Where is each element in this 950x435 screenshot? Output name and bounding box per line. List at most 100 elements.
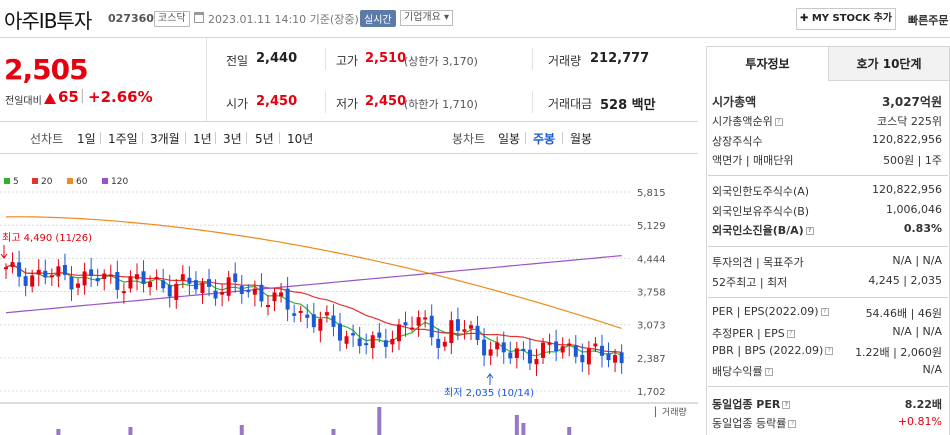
candle-body <box>462 329 467 332</box>
open-label: 시가 <box>226 97 249 111</box>
y-tick-label: 5,815 <box>637 188 666 199</box>
divider <box>532 91 533 113</box>
rank-row: 시가총액순위? 코스닥 225위 <box>712 113 942 129</box>
volume-bar <box>567 427 572 435</box>
candle-body <box>599 345 604 356</box>
company-info-label: 기업개요 <box>404 12 441 23</box>
volume-label: ▏거래량 <box>655 406 687 418</box>
add-mystock-button[interactable]: ✚ MY STOCK 추가 <box>796 8 896 30</box>
tab-3y[interactable]: 3년 <box>223 132 242 146</box>
opinion-value: N/A | N/A <box>892 254 942 267</box>
y-tick-label: 3,073 <box>637 321 666 332</box>
amount-label: 거래대금 <box>548 97 593 111</box>
candle-body <box>383 340 388 347</box>
quick-order-link[interactable]: 빠른주문 <box>908 14 949 27</box>
candle-body <box>390 338 395 345</box>
shares-label: 상장주식수 <box>712 135 763 148</box>
tab-invest-info[interactable]: 투자정보 <box>707 47 828 81</box>
price-summary <box>0 38 207 121</box>
pbr-value: 1.22배 | 2,060원 <box>855 346 942 359</box>
candle-body <box>547 342 552 345</box>
change-percent: +2.66% <box>88 88 153 106</box>
candle-body <box>364 343 369 346</box>
divider <box>215 132 216 144</box>
foreign-limit-row: 외국인한도주식수(A) 120,822,956 <box>712 183 942 199</box>
industry-rate-row: 동일업종 등락률? +0.81% <box>712 415 942 431</box>
candle-body <box>318 318 323 331</box>
candle-body <box>560 346 565 353</box>
per-row: PER | EPS(2022.09)? 54.46배 | 46원 <box>712 305 942 320</box>
tab-10y[interactable]: 10년 <box>287 132 314 146</box>
high-annotation: 최고 4,490 (11/26) <box>2 232 92 244</box>
tab-weekly[interactable]: 주봉 <box>533 132 556 146</box>
price-chart: 5 20 60 120 5,815 5,129 4,444 3,758 3,073 2,387 1… <box>0 177 698 435</box>
help-icon[interactable]: ? <box>782 401 791 409</box>
stock-code: 027360 <box>108 12 154 25</box>
candle-body <box>187 277 192 284</box>
per-value: 54.46배 | 46원 <box>865 307 942 320</box>
foreign-ratio-value: 0.83% <box>903 222 942 235</box>
candle-body <box>482 339 487 356</box>
pbr-label: PBR | BPS (2022.09) <box>712 344 824 357</box>
candle-body <box>442 341 447 347</box>
change-value: 65 <box>58 88 79 106</box>
legend-swatch <box>102 178 108 184</box>
annotations: 최고 4,490 (11/26) 최저 2,035 (10/14) <box>0 232 534 399</box>
divider <box>525 132 526 144</box>
line-chart-label: 선차트 <box>30 132 64 146</box>
help-icon[interactable]: ? <box>825 347 834 355</box>
current-price: 2,505 <box>4 53 89 86</box>
foreign-ratio-label: 외국인소진율(B/A) <box>712 224 804 237</box>
tab-1y[interactable]: 1년 <box>193 132 212 146</box>
tab-hoga[interactable]: 호가 10단계 <box>828 47 949 81</box>
candle-body <box>501 342 506 353</box>
candle-body <box>10 262 15 268</box>
candle-body <box>128 276 133 289</box>
help-icon[interactable]: ? <box>764 368 773 376</box>
candle-body <box>521 348 526 351</box>
tab-3m[interactable]: 3개월 <box>150 132 180 146</box>
candle-body <box>344 336 349 344</box>
candle-body <box>541 342 546 358</box>
candle-body <box>102 273 107 279</box>
divider <box>279 132 280 144</box>
candle-body <box>89 269 94 276</box>
candle-body <box>285 288 290 310</box>
candle-body <box>324 312 329 316</box>
tab-5y[interactable]: 5년 <box>255 132 274 146</box>
tab-1d[interactable]: 1일 <box>77 132 96 146</box>
volume-bar <box>239 425 244 435</box>
tab-1w[interactable]: 1주일 <box>108 132 138 146</box>
help-icon[interactable]: ? <box>805 227 814 235</box>
par-row: 액면가 | 매매단위 500원 | 1주 <box>712 152 942 168</box>
candle-body <box>62 264 67 275</box>
volume-bar <box>521 423 526 435</box>
divider <box>246 132 247 144</box>
divider <box>185 132 186 144</box>
tab-daily[interactable]: 일봉 <box>498 132 521 146</box>
candle-body <box>606 353 611 361</box>
open-value: 2,450 <box>256 94 298 109</box>
candle-body <box>338 323 343 341</box>
company-info-dropdown[interactable]: 기업개요 ▾ <box>400 10 454 26</box>
industry-rate-value: +0.81% <box>897 415 942 428</box>
divider <box>708 175 948 176</box>
candle-body <box>213 290 218 299</box>
candle-body <box>357 338 362 347</box>
help-icon[interactable]: ? <box>774 118 783 126</box>
candle-body <box>311 314 316 328</box>
change-label: 전일대비 <box>5 96 42 107</box>
arrow-down-icon <box>0 245 8 259</box>
volume-label: 거래량 <box>548 54 582 68</box>
chart-grid <box>0 191 632 392</box>
dividend-label: 배당수익률 <box>712 365 763 378</box>
candle-body <box>220 291 225 295</box>
divider: | <box>80 88 85 104</box>
help-icon[interactable]: ? <box>820 308 829 316</box>
candle-body <box>154 277 159 280</box>
candle-body <box>82 271 87 286</box>
foreign-hold-value: 1,006,046 <box>886 203 942 216</box>
help-icon[interactable]: ? <box>788 420 797 428</box>
tab-monthly[interactable]: 월봉 <box>570 132 593 146</box>
help-icon[interactable]: ? <box>786 330 795 338</box>
